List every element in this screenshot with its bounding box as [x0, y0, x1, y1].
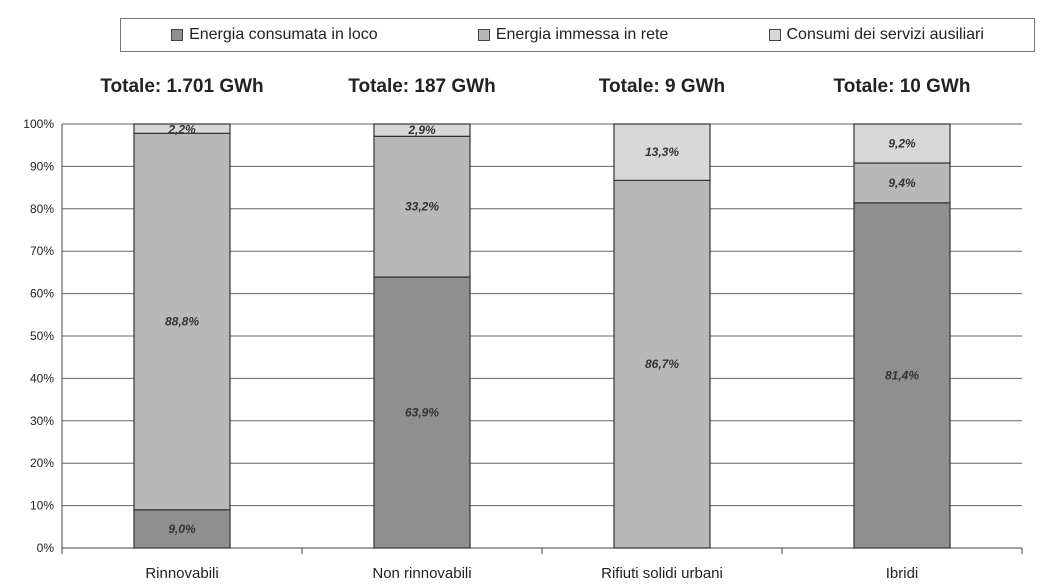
bar-segment [133, 509, 231, 549]
bar-segment [373, 135, 471, 278]
data-label: 33,2% [405, 200, 439, 214]
data-label: 2,2% [167, 122, 196, 136]
legend-item-ausiliari: Consumi dei servizi ausiliari [768, 26, 984, 44]
data-label: 9,0% [168, 522, 196, 536]
data-label: 88,8% [165, 315, 199, 329]
category-total-label: Totale: 10 GWh [834, 76, 971, 97]
x-category-label: Rinnovabili [145, 565, 218, 582]
legend-label: Energia consumata in loco [189, 26, 378, 43]
bar-segment [853, 123, 951, 164]
bar-segment [613, 179, 711, 549]
category-total-label: Totale: 9 GWh [599, 76, 725, 97]
data-label: 13,3% [645, 145, 679, 159]
data-label: 9,2% [888, 137, 916, 151]
legend-label: Consumi dei servizi ausiliari [786, 26, 984, 43]
y-tick-label: 80% [30, 202, 54, 216]
y-tick-label: 100% [23, 117, 54, 131]
y-tick-label: 10% [30, 499, 54, 513]
bar-segment [133, 123, 231, 134]
x-category-label: Non rinnovabili [372, 565, 471, 582]
bar-segment [133, 132, 231, 511]
legend-swatch-icon [768, 29, 781, 41]
legend-label: Energia immessa in rete [495, 26, 669, 43]
chart-legend: Energia consumata in loco Energia immess… [120, 18, 1035, 52]
category-total-label: Totale: 1.701 GWh [100, 76, 263, 97]
y-tick-label: 50% [30, 329, 54, 343]
data-label: 81,4% [885, 368, 919, 382]
bar-segment [373, 276, 471, 549]
data-label: 86,7% [645, 357, 679, 371]
legend-item-immessa: Energia immessa in rete [477, 26, 669, 44]
bar-segment [853, 202, 951, 549]
data-label: 2,9% [407, 123, 436, 137]
legend-item-consumata: Energia consumata in loco [171, 26, 378, 44]
x-category-label: Ibridi [886, 565, 919, 582]
legend-swatch-icon [477, 29, 490, 41]
y-tick-label: 20% [30, 456, 54, 470]
y-tick-label: 30% [30, 414, 54, 428]
legend-swatch-icon [171, 29, 184, 41]
data-label: 63,9% [405, 406, 439, 420]
y-tick-label: 90% [30, 159, 54, 173]
bar-segment [853, 162, 951, 204]
y-tick-label: 70% [30, 244, 54, 258]
y-tick-label: 40% [30, 371, 54, 385]
bar-segment [373, 123, 471, 137]
category-total-label: Totale: 187 GWh [348, 76, 495, 97]
bar-segment [613, 123, 711, 181]
data-label: 9,4% [888, 176, 916, 190]
x-category-label: Rifiuti solidi urbani [601, 565, 723, 582]
y-tick-label: 0% [37, 541, 55, 555]
y-tick-label: 60% [30, 287, 54, 301]
